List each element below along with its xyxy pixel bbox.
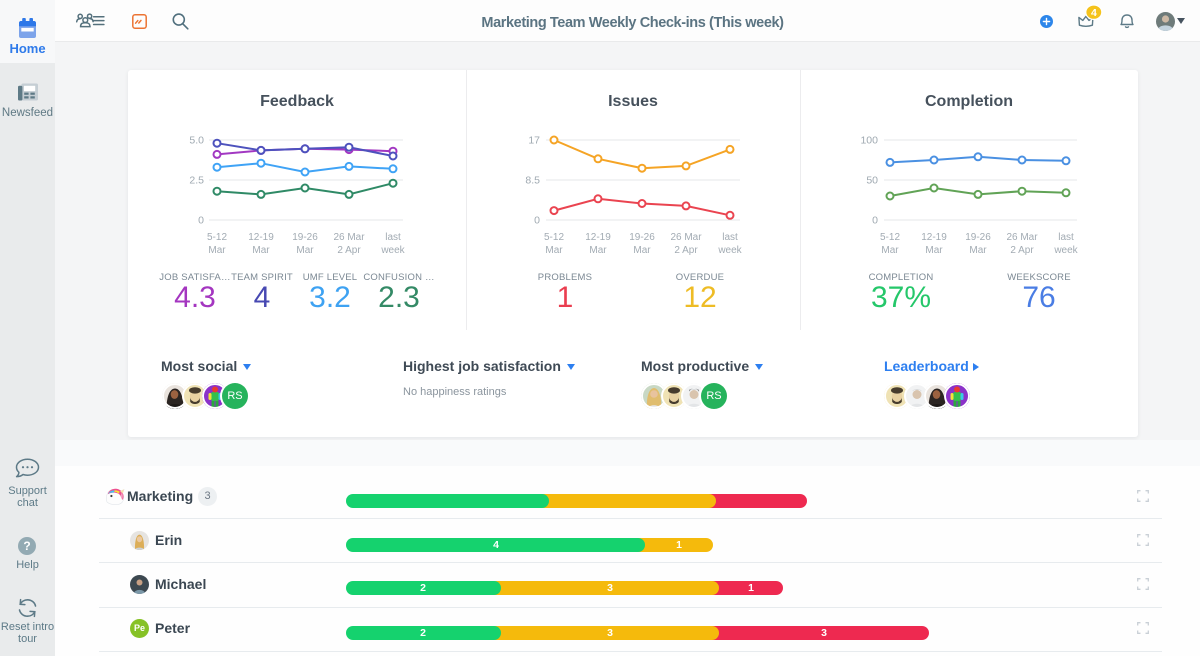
- svg-text:0: 0: [872, 215, 878, 227]
- svg-text:5-12: 5-12: [544, 232, 564, 243]
- svg-text:19-26: 19-26: [292, 232, 318, 243]
- svg-text:Mar: Mar: [296, 245, 314, 256]
- svg-text:Mar: Mar: [881, 245, 899, 256]
- svg-text:Mar: Mar: [969, 245, 987, 256]
- svg-text:0: 0: [198, 215, 204, 227]
- svg-text:4: 4: [1091, 7, 1097, 19]
- svg-text:2 Apr: 2 Apr: [337, 245, 361, 256]
- svg-text:12-19: 12-19: [248, 232, 274, 243]
- svg-text:last: last: [722, 232, 738, 243]
- svg-text:last: last: [1058, 232, 1074, 243]
- svg-text:26 Mar: 26 Mar: [333, 232, 365, 243]
- svg-text:Mar: Mar: [545, 245, 563, 256]
- svg-text:2 Apr: 2 Apr: [674, 245, 698, 256]
- svg-text:2 Apr: 2 Apr: [1010, 245, 1034, 256]
- svg-text:100: 100: [860, 135, 878, 147]
- svg-text:8.5: 8.5: [525, 175, 540, 187]
- svg-text:26 Mar: 26 Mar: [670, 232, 702, 243]
- svg-text:Mar: Mar: [252, 245, 270, 256]
- svg-text:5-12: 5-12: [207, 232, 227, 243]
- svg-text:?: ?: [23, 539, 30, 553]
- svg-text:Mar: Mar: [589, 245, 607, 256]
- svg-text:12-19: 12-19: [585, 232, 611, 243]
- svg-text:Mar: Mar: [208, 245, 226, 256]
- svg-text:Mar: Mar: [633, 245, 651, 256]
- svg-text:5.0: 5.0: [189, 135, 204, 147]
- svg-text:12-19: 12-19: [921, 232, 947, 243]
- svg-text:5-12: 5-12: [880, 232, 900, 243]
- svg-text:week: week: [380, 245, 405, 256]
- svg-text:week: week: [717, 245, 742, 256]
- svg-text:week: week: [1053, 245, 1078, 256]
- svg-text:50: 50: [866, 175, 878, 187]
- svg-text:26 Mar: 26 Mar: [1006, 232, 1038, 243]
- svg-text:last: last: [385, 232, 401, 243]
- svg-text:19-26: 19-26: [965, 232, 991, 243]
- svg-text:17: 17: [528, 135, 540, 147]
- svg-text:Mar: Mar: [925, 245, 943, 256]
- svg-text:19-26: 19-26: [629, 232, 655, 243]
- svg-text:2.5: 2.5: [189, 175, 204, 187]
- svg-text:0: 0: [534, 215, 540, 227]
